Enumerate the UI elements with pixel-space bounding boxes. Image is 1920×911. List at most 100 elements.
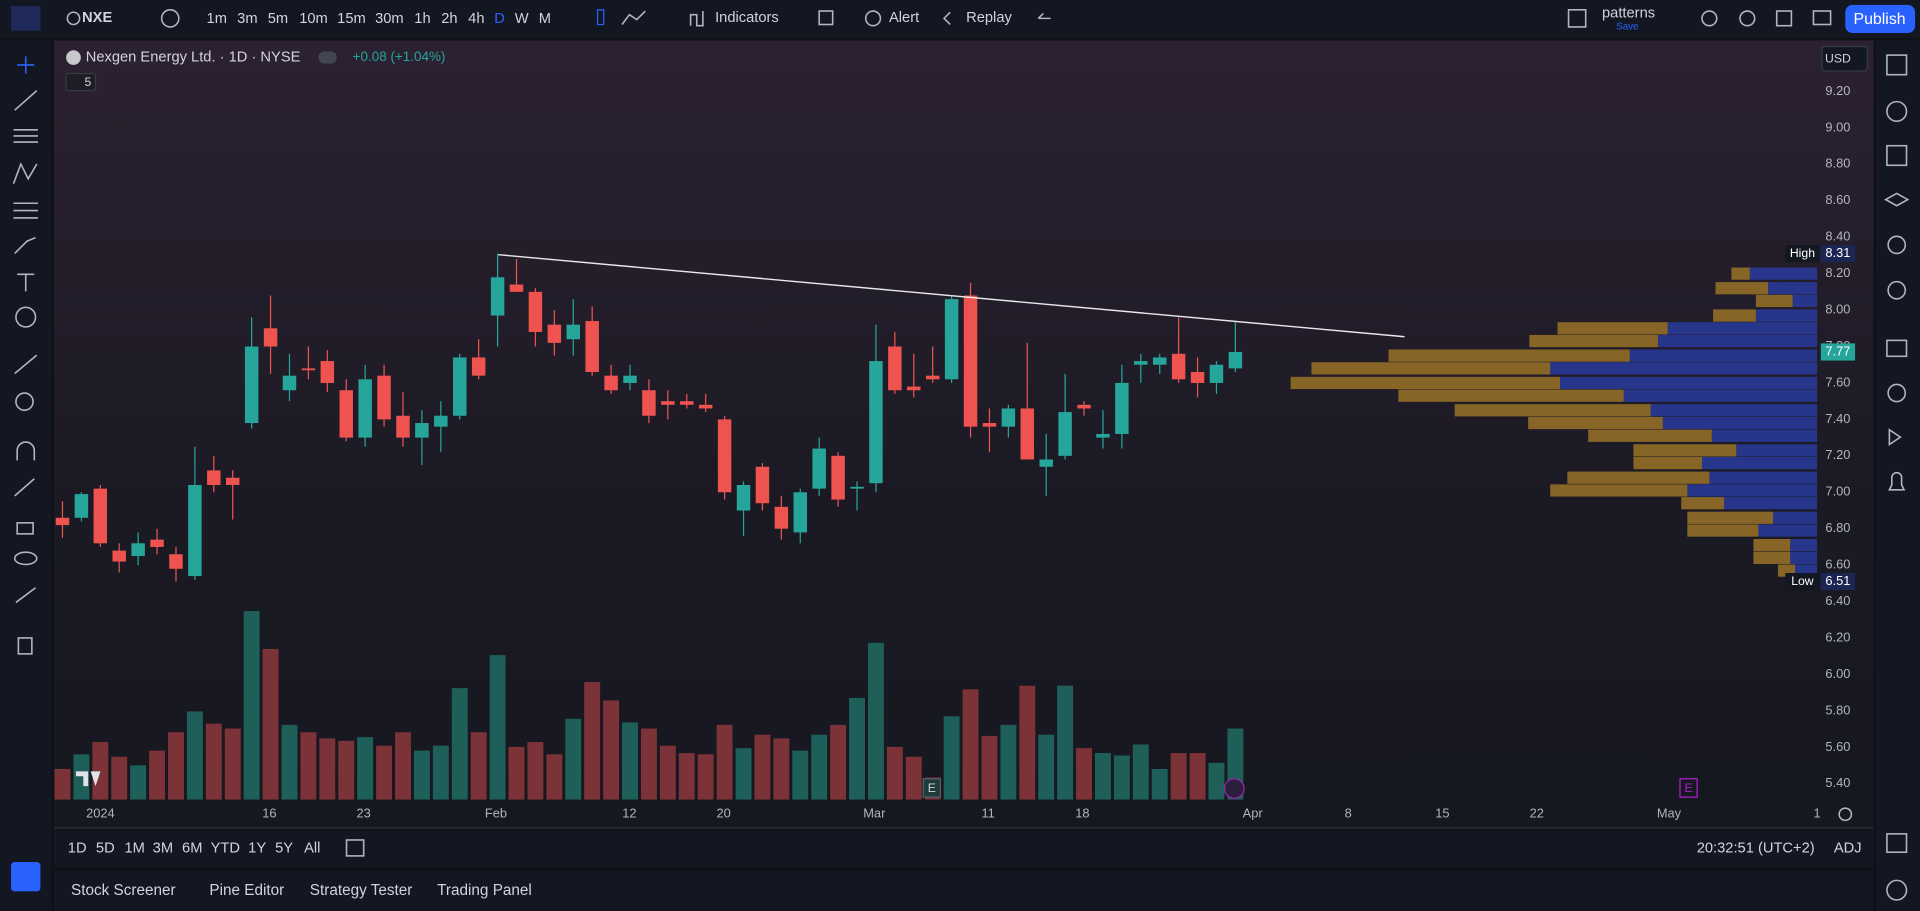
interval[interactable]: 30m — [375, 11, 404, 27]
profile-down — [1290, 376, 1560, 390]
watchlist[interactable] — [1886, 54, 1908, 76]
candle-body — [188, 484, 202, 577]
forecast-tool[interactable] — [13, 202, 38, 219]
hide-tool[interactable] — [13, 551, 38, 566]
alert-button[interactable]: Alert — [889, 10, 919, 26]
pattern-tool[interactable] — [12, 162, 38, 184]
range-button[interactable]: 1Y — [248, 840, 266, 856]
lock-all[interactable] — [16, 522, 34, 535]
fib-tool[interactable] — [13, 128, 38, 143]
layers[interactable] — [1884, 192, 1910, 207]
date-range-icon[interactable] — [345, 839, 365, 857]
range-button[interactable]: 5D — [96, 840, 115, 856]
interval[interactable]: 3m — [237, 11, 257, 27]
quick-search[interactable] — [1701, 10, 1718, 27]
logo[interactable] — [11, 6, 41, 31]
settings[interactable] — [1739, 10, 1756, 27]
earnings-marker[interactable] — [922, 778, 942, 798]
panel-tab[interactable]: Stock Screener — [71, 882, 176, 899]
favorites[interactable] — [11, 862, 41, 892]
volume-bar — [281, 724, 298, 800]
range-button[interactable]: 3M — [153, 840, 173, 856]
alerts[interactable] — [1886, 100, 1908, 123]
text-tool[interactable] — [17, 273, 35, 292]
candle-icon[interactable] — [596, 9, 605, 26]
volume-bar — [376, 745, 393, 800]
zoom-tool[interactable] — [15, 392, 34, 411]
range-button[interactable]: All — [304, 840, 320, 856]
legend-title: Nexgen Energy Ltd. · 1D · NYSE — [86, 49, 301, 65]
interval[interactable]: 5m — [268, 11, 288, 27]
future-earnings-marker[interactable] — [1679, 778, 1698, 798]
range-button[interactable]: 6M — [182, 840, 202, 856]
ideas[interactable] — [1887, 280, 1907, 300]
measure-tool[interactable] — [14, 354, 38, 375]
panel-tab[interactable]: Pine Editor — [209, 882, 284, 899]
symbol[interactable]: NXE — [82, 10, 112, 26]
layout-icon[interactable] — [1567, 8, 1587, 28]
symbol-logo — [66, 50, 81, 65]
undo[interactable] — [1037, 12, 1051, 20]
range-button[interactable]: 1M — [125, 840, 145, 856]
interval[interactable]: W — [515, 11, 529, 27]
brush-tool[interactable] — [14, 236, 36, 255]
interval[interactable]: 15m — [337, 11, 366, 27]
streams[interactable] — [1887, 383, 1907, 403]
notifications[interactable] — [1888, 471, 1906, 491]
volume-bar — [697, 754, 714, 800]
sync-tool[interactable] — [15, 587, 37, 604]
candle-body — [415, 423, 429, 438]
emoji-tool[interactable] — [15, 306, 37, 328]
indicators-collapse[interactable] — [65, 72, 97, 92]
replay-button[interactable]: Replay — [966, 10, 1012, 26]
line-icon[interactable] — [621, 10, 646, 25]
currency-box[interactable] — [1821, 45, 1868, 72]
add-symbol[interactable] — [160, 8, 180, 28]
candle-body — [282, 375, 297, 391]
candle-body — [301, 368, 316, 371]
chart: 9.209.008.808.608.408.208.007.807.607.40… — [54, 83, 1856, 821]
profile-down — [1715, 282, 1769, 295]
help[interactable] — [1886, 879, 1908, 901]
interval[interactable]: 1h — [414, 11, 430, 27]
interval[interactable]: 10m — [299, 11, 328, 27]
range-button[interactable]: 1D — [68, 840, 87, 856]
volume-bar — [1000, 724, 1017, 800]
profile-up — [1773, 511, 1818, 524]
dividend-marker[interactable] — [1223, 778, 1245, 799]
x-tick-label: 8 — [1345, 806, 1352, 821]
trendline-tool[interactable] — [14, 90, 38, 111]
lock-drawing[interactable] — [14, 478, 35, 497]
interval[interactable]: 2h — [441, 11, 457, 27]
adjust-button[interactable]: ADJ — [1834, 840, 1862, 856]
trend-line-drawing[interactable] — [498, 253, 1405, 338]
panel-tab[interactable]: Strategy Tester — [310, 882, 413, 899]
profile-down — [1681, 497, 1725, 510]
interval[interactable]: 1m — [207, 11, 227, 27]
news[interactable] — [1886, 144, 1908, 167]
snapshot[interactable] — [1812, 10, 1832, 26]
legend-toggle[interactable] — [318, 51, 337, 64]
legend-change: +0.08 (+1.04%) — [353, 49, 446, 64]
hotlists[interactable] — [1887, 235, 1907, 255]
calendar[interactable] — [1888, 428, 1902, 446]
layout-name[interactable]: patterns — [1602, 5, 1655, 21]
publish-button[interactable] — [1845, 4, 1916, 34]
magnet-tool[interactable] — [16, 441, 36, 461]
interval[interactable]: M — [539, 11, 551, 27]
axis-settings[interactable] — [1838, 807, 1853, 822]
indicators-button[interactable]: Indicators — [715, 10, 779, 26]
templates-icon[interactable] — [818, 10, 834, 26]
range-button[interactable]: YTD — [211, 840, 240, 856]
calendar-bottom[interactable] — [1886, 833, 1908, 854]
badge-value: 6.51 — [1825, 573, 1850, 588]
interval[interactable]: D — [494, 11, 505, 27]
delete-tool[interactable] — [17, 637, 33, 655]
panel-tab[interactable]: Trading Panel — [437, 882, 532, 899]
chats[interactable] — [1886, 339, 1908, 358]
interval[interactable]: 4h — [468, 11, 484, 27]
range-button[interactable]: 5Y — [275, 840, 293, 856]
crosshair-tool[interactable] — [17, 56, 35, 74]
fullscreen[interactable] — [1775, 10, 1793, 27]
profile-down — [1633, 456, 1703, 470]
